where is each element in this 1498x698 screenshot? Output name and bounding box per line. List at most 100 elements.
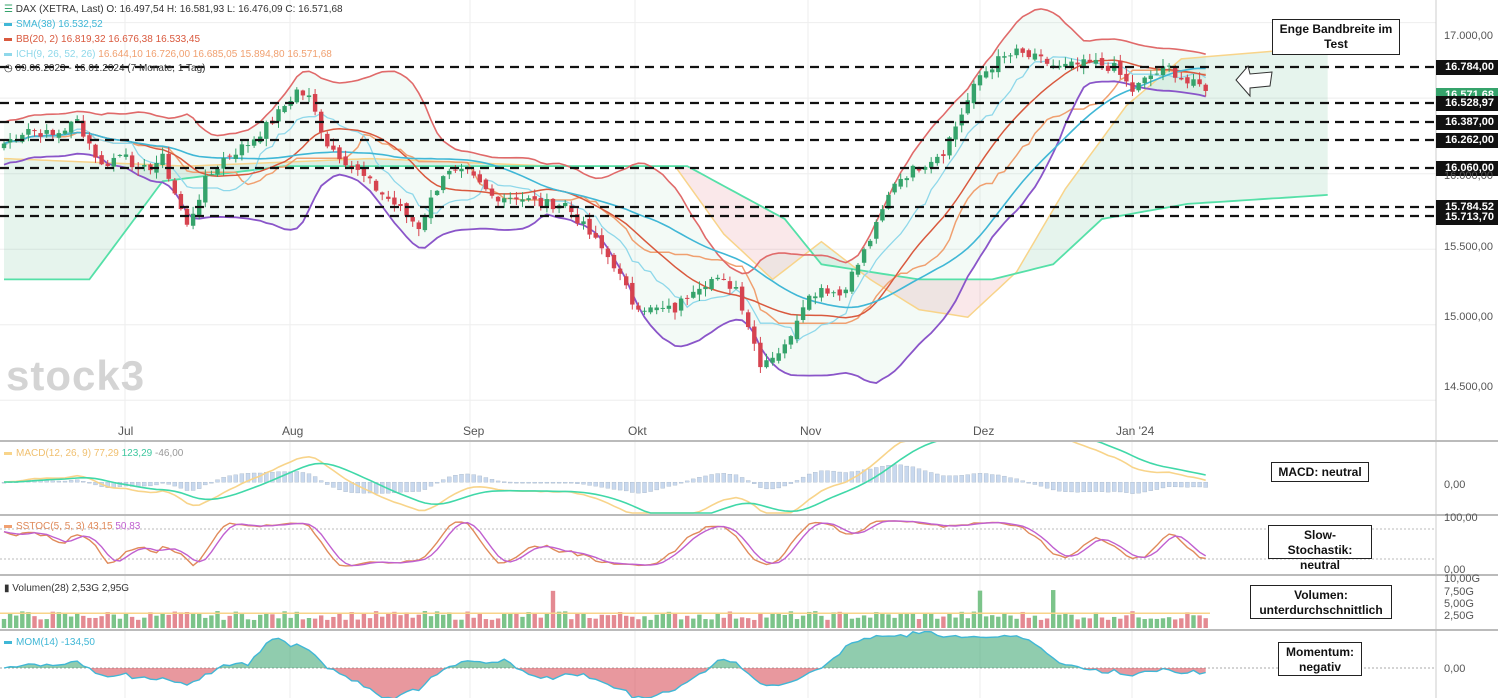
cloud-segment (973, 279, 980, 312)
macd-histogram-bar (294, 471, 299, 483)
macd-histogram-bar (544, 481, 550, 484)
cloud-segment (1285, 49, 1292, 198)
level-tag: 15.713,70 (1436, 210, 1498, 225)
macd-histogram-bar (1026, 481, 1031, 484)
volume-bar (343, 619, 348, 628)
candle-body (123, 154, 129, 157)
volume-bar (715, 612, 720, 628)
cloud-segment (1150, 79, 1157, 211)
volume-bar (941, 616, 946, 628)
macd-histogram-bar (1179, 481, 1184, 488)
candle-body (410, 217, 415, 222)
stoch-legend[interactable]: SSTOC(5, 5, 3) 43,15 50,83 (4, 521, 140, 533)
candle-body (892, 183, 897, 193)
volume-bar (1203, 618, 1208, 628)
candle-body (239, 144, 245, 156)
volume-bar (1185, 612, 1190, 628)
candle-body (349, 165, 354, 168)
stoch-axis: 100,00 (1444, 512, 1478, 524)
candle-body (1197, 79, 1202, 85)
volume-bar (477, 613, 482, 628)
cloud-segment (1156, 74, 1163, 210)
macd-histogram-bar (569, 481, 574, 484)
cloud-segment (22, 159, 29, 280)
macd-histogram-bar (611, 481, 617, 490)
macd-histogram-bar (203, 481, 208, 486)
level-tag: 16.784,00 (1436, 60, 1498, 75)
level-tag: 16.060,00 (1436, 161, 1498, 176)
volume-bar (758, 613, 763, 628)
cloud-segment (1089, 147, 1096, 231)
macd-histogram-bar (556, 481, 562, 484)
legend-ichimoku[interactable]: ICH(9, 26, 52, 26) 16.644,10 16.726,00 1… (4, 49, 332, 61)
macd-histogram-bar (56, 480, 62, 483)
candle-body (733, 287, 739, 289)
cloud-segment (1114, 114, 1121, 217)
volume-bar (117, 618, 123, 628)
volume-bar (721, 617, 726, 628)
volume-bar (410, 617, 415, 628)
volume-bar (990, 615, 995, 628)
macd-histogram-bar (190, 481, 196, 491)
candle-body (68, 121, 74, 133)
macd-histogram-bar (581, 481, 586, 485)
volume-axis: 7,50G (1444, 586, 1474, 598)
volume-bar (861, 615, 867, 628)
volume-bar (727, 611, 733, 628)
candle-body (721, 278, 726, 280)
candle-body (807, 295, 812, 310)
legend-sma[interactable]: SMA(38) 16.532,52 (4, 19, 103, 31)
volume-bar (367, 618, 373, 628)
macd-histogram-bar (990, 474, 995, 483)
candle-body (569, 205, 574, 213)
macd-legend[interactable]: MACD(12, 26, 9) 77,29 123,29 -46,00 (4, 448, 183, 460)
candle-body (660, 307, 665, 309)
macd-histogram-bar (331, 481, 336, 488)
candle-body (831, 292, 836, 294)
volume-bar (1197, 615, 1202, 628)
cloud-segment (77, 161, 84, 280)
cloud-segment (205, 165, 212, 176)
mom-positive-area (4, 631, 1206, 668)
candle-body (111, 157, 116, 167)
volume-bar (306, 618, 312, 628)
volume-legend[interactable]: ▮ Volumen(28) 2,53G 2,95G (4, 583, 129, 595)
candle-body (75, 119, 80, 121)
macd-histogram-bar (941, 475, 946, 483)
macd-histogram-bar (422, 481, 428, 490)
macd-histogram-bar (477, 475, 482, 483)
macd-histogram-bar (154, 481, 159, 486)
candle-body (837, 289, 842, 296)
candle-body (416, 222, 421, 230)
candle-body (276, 109, 281, 122)
volume-bar (1, 618, 7, 628)
volume-bar (1026, 617, 1031, 628)
cloud-segment (321, 160, 328, 167)
mom-legend[interactable]: MOM(14) -134,50 (4, 637, 95, 649)
macd-histogram-bar (630, 481, 635, 493)
cloud-segment (931, 279, 938, 313)
volume-bar (349, 612, 354, 628)
macd-histogram-bar (68, 480, 74, 483)
candle-body (849, 271, 855, 292)
volume-bar (502, 613, 507, 628)
volume-bar (148, 612, 153, 628)
volume-bar (678, 619, 684, 628)
volume-bar (361, 613, 367, 628)
volume-bar (203, 617, 208, 628)
cloud-segment (1095, 138, 1102, 225)
legend-bb[interactable]: BB(20, 2) 16.819,32 16.676,38 16.533,45 (4, 34, 200, 46)
candle-body (575, 214, 580, 224)
x-tick: Nov (800, 424, 822, 438)
volume-bar (166, 614, 171, 628)
volume-bar (441, 614, 446, 628)
volume-bar (312, 618, 318, 628)
candle-body (1087, 59, 1092, 63)
cloud-segment (431, 161, 438, 167)
volume-bar (672, 612, 678, 628)
volume-bar (837, 611, 842, 628)
candle-body (1136, 82, 1141, 91)
volume-bar (636, 619, 641, 628)
candle-body (630, 282, 635, 305)
